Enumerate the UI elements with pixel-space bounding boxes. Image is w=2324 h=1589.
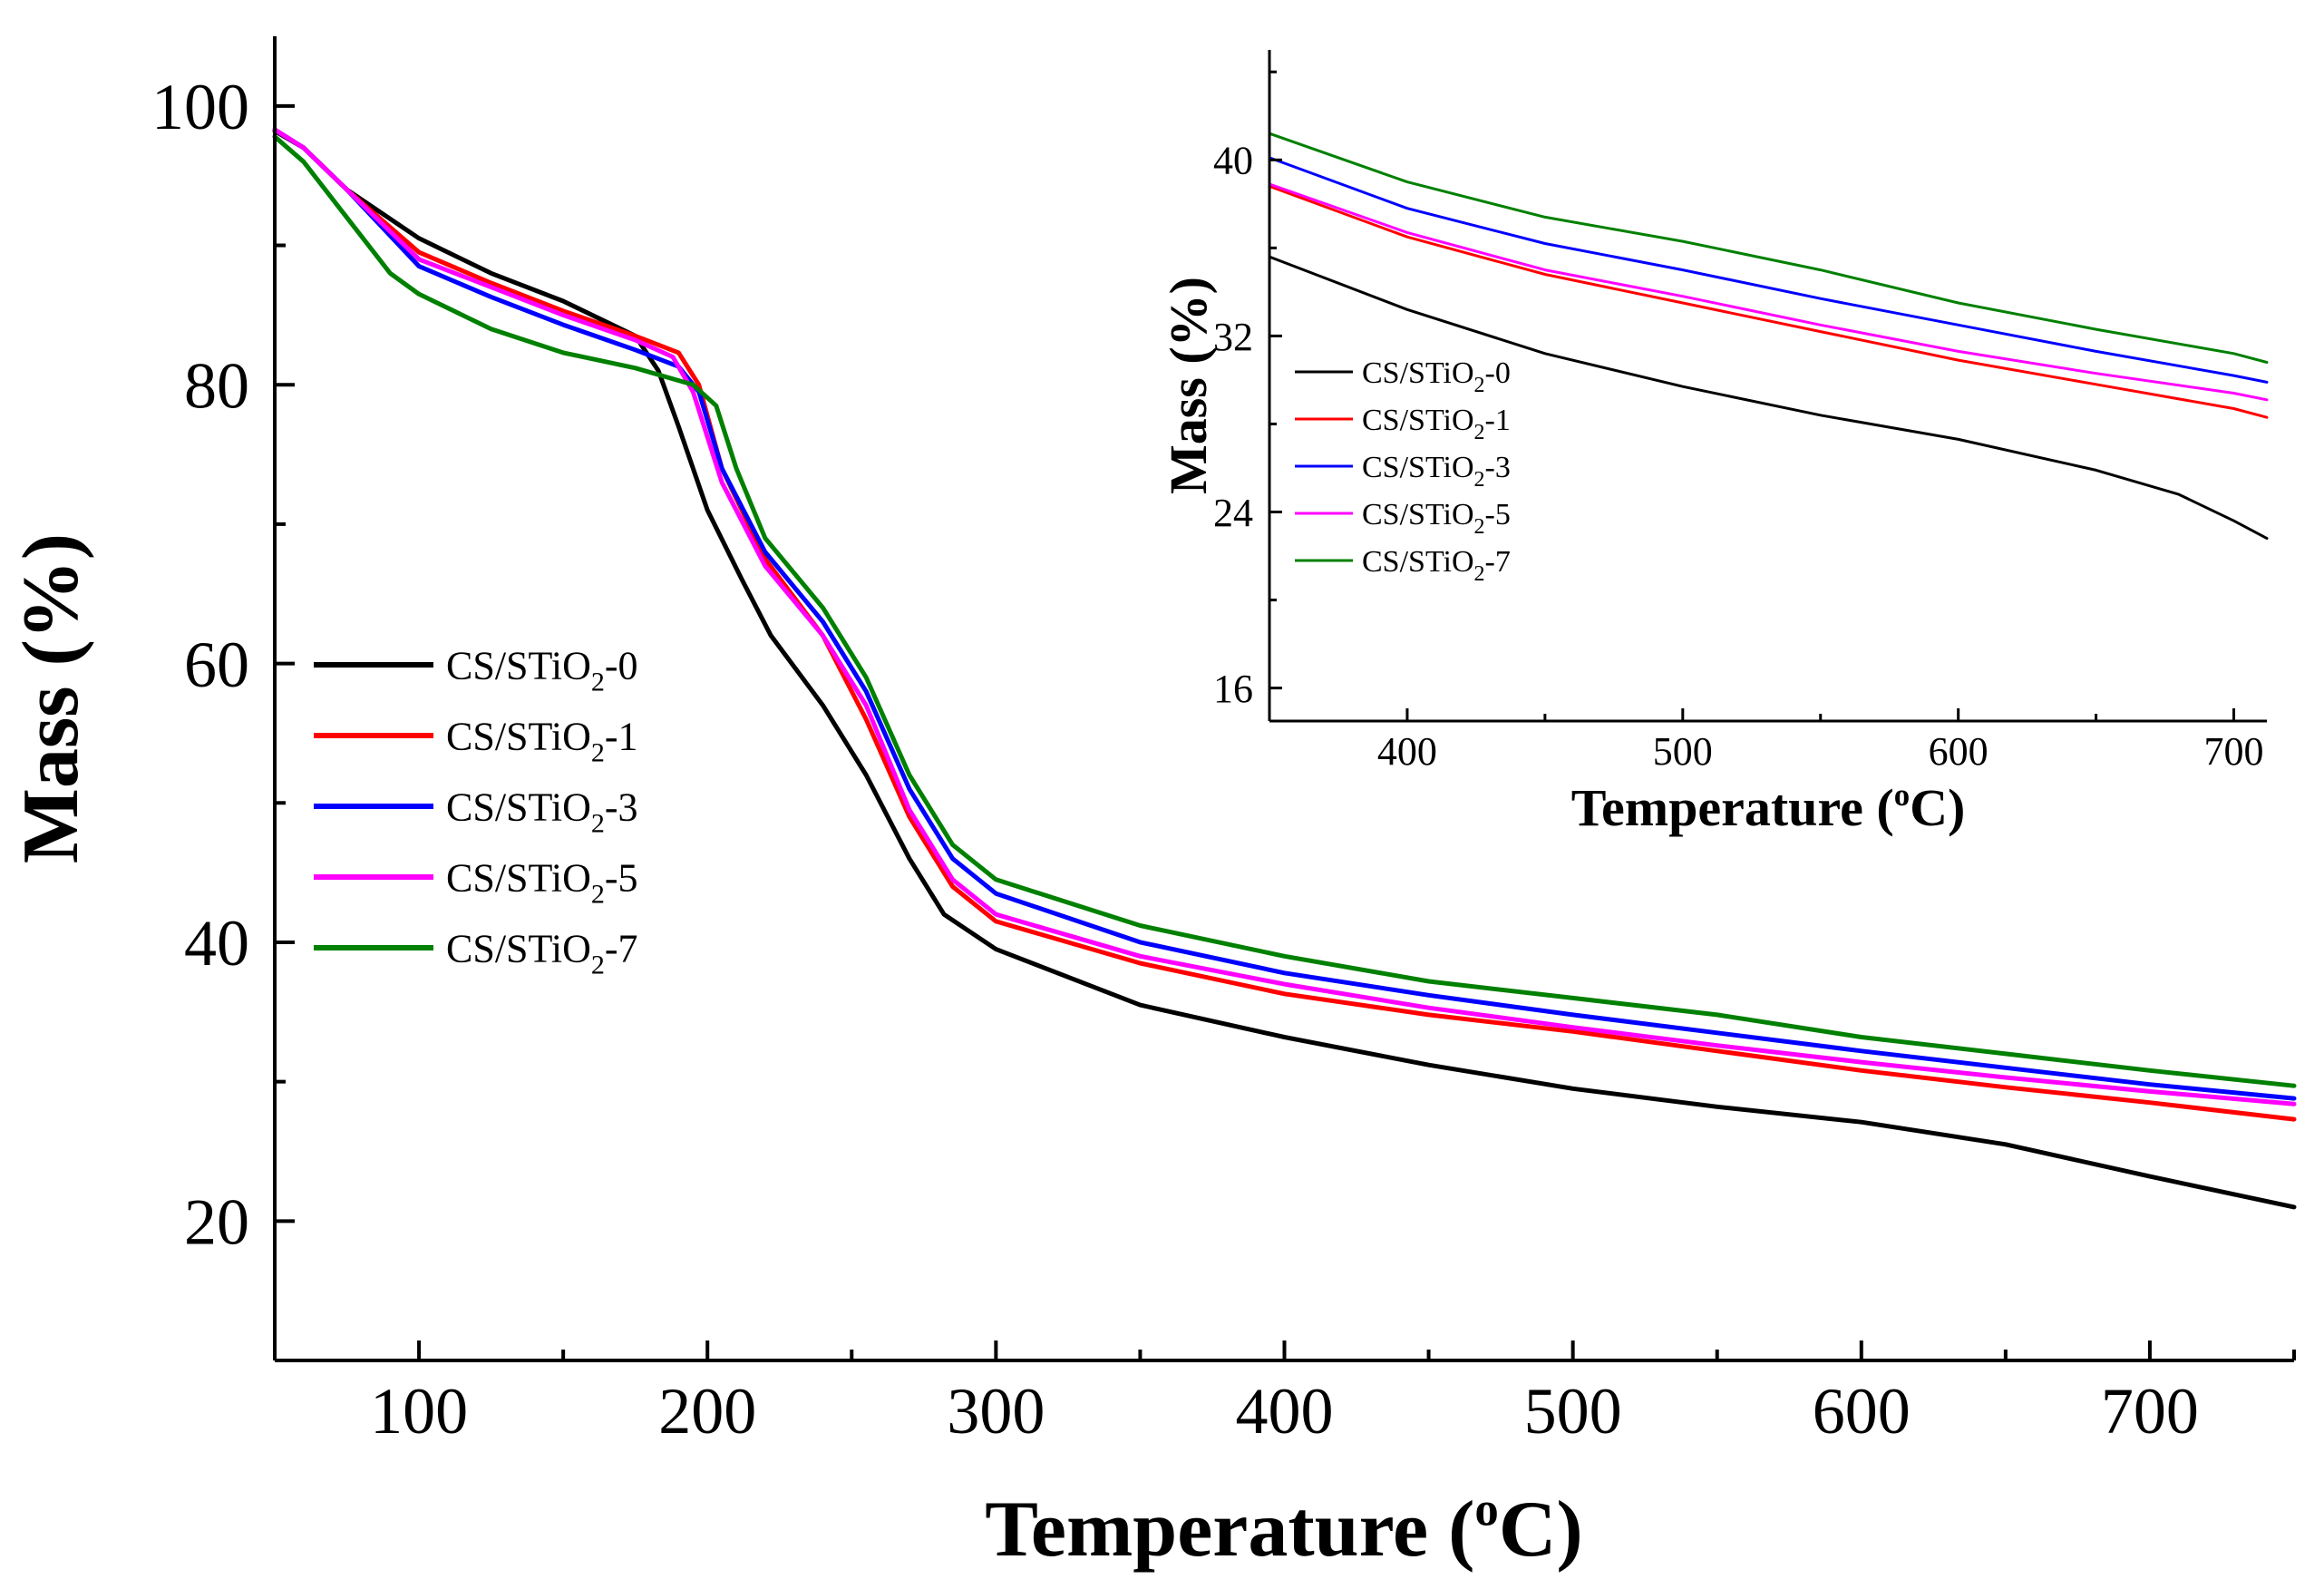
main-legend-label-0: CS/STiO2-0 <box>446 643 638 697</box>
main-y-tick-label: 60 <box>184 629 249 701</box>
inset-y-tick-label: 40 <box>1213 139 1253 183</box>
main-x-tick-label: 500 <box>1524 1375 1622 1448</box>
main-y-tick-label: 100 <box>151 71 249 143</box>
main-x-tick-label: 200 <box>658 1375 756 1448</box>
inset-legend-label-0: CS/STiO2-0 <box>1362 356 1511 397</box>
main-x-axis-title: Temperature (oC) <box>985 1484 1582 1574</box>
main-series-line-2 <box>272 127 2297 1101</box>
main-y-tick-label: 80 <box>184 349 249 422</box>
main-legend-label-1: CS/STiO2-1 <box>446 714 638 767</box>
inset-x-axis-title: Temperature (oC) <box>1571 777 1966 837</box>
main-legend-label-4: CS/STiO2-7 <box>446 926 638 980</box>
inset-legend: CS/STiO2-0 CS/STiO2-1 CS/STiO2-3 CS/STiO2-5… <box>1295 356 1511 586</box>
inset-legend-label-1: CS/STiO2-1 <box>1362 404 1511 444</box>
inset-legend-label-3: CS/STiO2-5 <box>1362 498 1511 539</box>
inset-legend-label-4: CS/STiO2-7 <box>1362 545 1511 586</box>
inset-legend-label-2: CS/STiO2-3 <box>1362 451 1511 492</box>
inset-y-axis-title: Mass (%) <box>1159 277 1218 494</box>
main-x-tick-label: 400 <box>1236 1375 1334 1448</box>
inset-y-tick-label: 24 <box>1213 491 1253 535</box>
main-x-tick-label: 600 <box>1813 1375 1911 1448</box>
inset-y-tick-label: 16 <box>1213 667 1253 711</box>
main-y-tick-label: 40 <box>184 907 249 980</box>
main-x-tick-label: 100 <box>370 1375 468 1448</box>
inset-x-tick-label: 400 <box>1377 729 1437 774</box>
main-legend: CS/STiO2-0 CS/STiO2-1 CS/STiO2-3 CS/STiO2-5… <box>314 643 638 980</box>
main-x-tick-label: 300 <box>947 1375 1045 1448</box>
main-y-axis-title: Mass (%) <box>7 533 95 863</box>
main-series-line-1 <box>272 127 2297 1122</box>
inset-series-line-2 <box>1268 156 2269 384</box>
inset-series-line-0 <box>1268 255 2269 541</box>
inset-y-tick-label: 32 <box>1213 315 1253 359</box>
inset-plot: 400 500 600 700 16 24 32 40 Temperature (oC) Mass… <box>1159 50 2269 837</box>
main-legend-label-2: CS/STiO2-3 <box>446 785 638 838</box>
main-plot: 100 200 300 400 500 600 700 20 40 60 80 100 Temperat… <box>7 36 2297 1574</box>
inset-x-tick-label: 700 <box>2204 729 2264 774</box>
inset-series-line-4 <box>1268 132 2269 364</box>
main-series-line-0 <box>272 129 2297 1210</box>
main-y-tick-label: 20 <box>184 1186 249 1259</box>
main-legend-label-3: CS/STiO2-5 <box>446 855 638 909</box>
main-x-tick-label: 700 <box>2101 1375 2199 1448</box>
main-series-line-4 <box>272 134 2297 1088</box>
inset-series-line-3 <box>1268 182 2269 402</box>
main-series-line-3 <box>272 127 2297 1106</box>
inset-x-tick-label: 500 <box>1653 729 1713 774</box>
inset-series-line-1 <box>1268 184 2269 419</box>
inset-x-tick-label: 600 <box>1929 729 1989 774</box>
